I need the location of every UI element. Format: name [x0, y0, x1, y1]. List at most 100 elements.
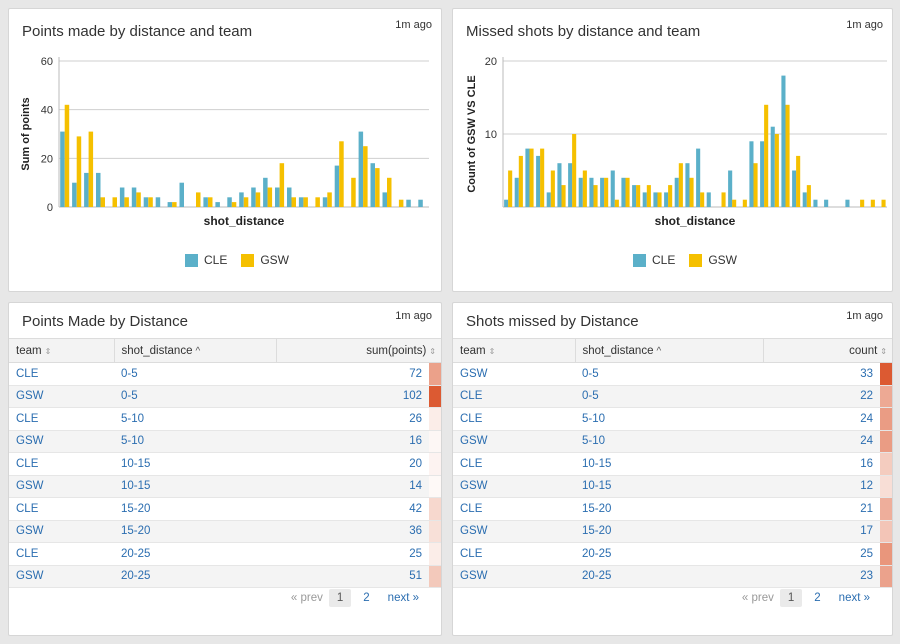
current-page: 1: [779, 589, 803, 607]
bar-cle: [322, 197, 328, 207]
table-row[interactable]: CLE 0-5 72: [9, 362, 441, 386]
table-row[interactable]: GSW 20-25 23: [453, 565, 892, 588]
legend-item-gsw[interactable]: GSW: [241, 253, 289, 267]
bar-gsw: [678, 163, 683, 207]
bar-cle: [557, 163, 562, 207]
table-row[interactable]: CLE 20-25 25: [9, 542, 441, 566]
bar-gsw: [870, 199, 875, 207]
table-row[interactable]: CLE 10-15 20: [9, 452, 441, 476]
bar-cle: [179, 182, 184, 207]
cell-team: GSW: [453, 362, 575, 386]
sort-icon: ⇕: [488, 346, 496, 356]
cell-value: 17: [763, 520, 880, 543]
bar-gsw: [255, 192, 261, 207]
table-row[interactable]: GSW 10-15 14: [9, 475, 441, 498]
cell-team: GSW: [9, 565, 114, 588]
sort-asc-icon: ^: [195, 345, 201, 357]
bar-cle: [287, 187, 292, 207]
cell-value: 51: [276, 565, 429, 588]
table-row[interactable]: CLE 5-10 24: [453, 407, 892, 431]
legend-item-cle[interactable]: CLE: [185, 253, 227, 267]
bar-cle: [370, 163, 375, 207]
y-tick-label: 60: [41, 56, 53, 68]
bar-cle: [84, 172, 89, 207]
bar-gsw: [315, 197, 320, 207]
next-page-link[interactable]: next »: [387, 592, 419, 604]
cell-shot-distance: 15-20: [114, 497, 276, 521]
cell-shot-distance: 5-10: [114, 430, 276, 453]
bar-gsw: [208, 197, 213, 207]
table-row[interactable]: GSW 5-10 16: [9, 430, 441, 453]
y-tick-label: 10: [485, 129, 497, 141]
table-row[interactable]: CLE 15-20 21: [453, 497, 892, 521]
bar-gsw: [572, 134, 577, 207]
bar-cle: [406, 199, 411, 207]
table-row[interactable]: GSW 0-5 102: [9, 385, 441, 408]
bar-gsw: [112, 197, 117, 207]
cell-team: GSW: [453, 520, 575, 543]
table-row[interactable]: GSW 15-20 17: [453, 520, 892, 543]
column-header-sum-points[interactable]: sum(points) ⇕: [275, 338, 441, 363]
table-row[interactable]: GSW 5-10 24: [453, 430, 892, 453]
panel-title: Shots missed by Distance: [466, 313, 639, 330]
pagination: « prev 1 2 next »: [285, 589, 425, 607]
next-page-link[interactable]: next »: [838, 592, 870, 604]
bar-cle: [664, 192, 669, 207]
table-row[interactable]: GSW 10-15 12: [453, 475, 892, 498]
table-row[interactable]: CLE 10-15 16: [453, 452, 892, 476]
table-row[interactable]: CLE 5-10 26: [9, 407, 441, 431]
bar-gsw: [351, 177, 356, 207]
bar-gsw: [76, 136, 82, 207]
column-header-count[interactable]: count ⇕: [762, 338, 892, 363]
bar-cle: [504, 199, 509, 207]
y-axis-title: Sum of points: [20, 97, 32, 170]
table-row[interactable]: GSW 15-20 36: [9, 520, 441, 543]
bar-cle: [131, 187, 137, 207]
cell-team: CLE: [453, 385, 575, 408]
legend-label: CLE: [204, 253, 228, 267]
table-row[interactable]: CLE 0-5 22: [453, 385, 892, 408]
table-row[interactable]: GSW 20-25 51: [9, 565, 441, 588]
panel-age: 1m ago: [846, 310, 883, 322]
cell-shot-distance: 10-15: [575, 452, 763, 476]
bar-gsw: [721, 192, 726, 207]
bar-gsw: [231, 202, 237, 207]
cell-shot-distance: 20-25: [575, 542, 763, 566]
column-header-shot-distance[interactable]: shot_distance ^: [113, 338, 276, 363]
bar-gsw: [64, 104, 70, 207]
heat-indicator: [429, 407, 441, 431]
page-2-link[interactable]: 2: [363, 592, 370, 604]
page-2-link[interactable]: 2: [814, 592, 821, 604]
prev-page-link: « prev: [290, 592, 323, 604]
table-row[interactable]: GSW 0-5 33: [453, 362, 892, 386]
bar-cle: [72, 182, 77, 207]
column-header-team[interactable]: team ⇕: [9, 338, 114, 363]
legend-swatch: [689, 253, 703, 267]
bar-gsw: [529, 148, 534, 207]
bar-cle: [578, 177, 583, 207]
cell-team: GSW: [9, 475, 114, 498]
bar-gsw: [100, 197, 105, 207]
panel-title: Points Made by Distance: [22, 313, 188, 330]
table-row[interactable]: CLE 15-20 42: [9, 497, 441, 521]
table-row[interactable]: CLE 20-25 25: [453, 542, 892, 566]
column-header-shot-distance[interactable]: shot_distance ^: [574, 338, 763, 363]
y-tick-label: 20: [485, 56, 497, 68]
bar-cle: [60, 131, 65, 207]
cell-shot-distance: 0-5: [114, 362, 276, 386]
bar-gsw: [508, 170, 513, 207]
cell-value: 14: [276, 475, 429, 498]
column-header-team[interactable]: team ⇕: [453, 338, 575, 363]
bar-gsw: [267, 187, 273, 207]
bar-gsw: [148, 197, 153, 207]
bar-cle: [215, 202, 220, 207]
bar-cle: [621, 177, 626, 207]
heat-indicator: [880, 497, 892, 521]
cell-shot-distance: 0-5: [575, 385, 763, 408]
legend-item-cle[interactable]: CLE: [633, 253, 675, 267]
legend-item-gsw[interactable]: GSW: [689, 253, 737, 267]
y-tick-label: 20: [41, 153, 53, 165]
bar-gsw: [387, 177, 392, 207]
heat-indicator: [429, 452, 441, 476]
bar-gsw: [339, 141, 344, 207]
